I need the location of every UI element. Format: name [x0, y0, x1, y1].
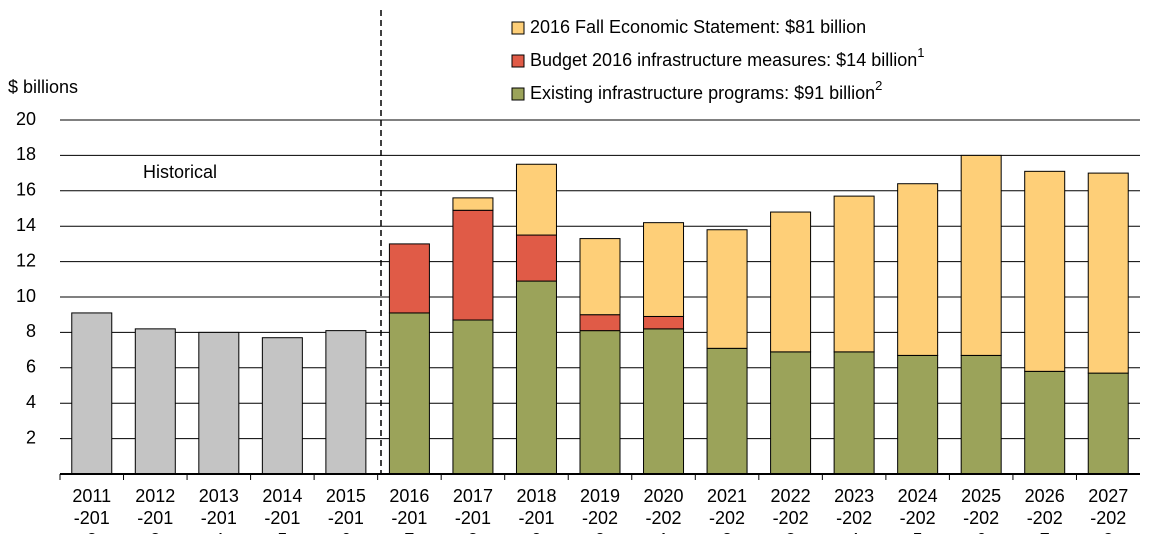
bar-segment — [960, 354, 1002, 475]
bar-segment — [770, 351, 812, 475]
bar-segment — [579, 238, 621, 316]
bar-segment — [1087, 372, 1129, 475]
legend-swatch — [511, 21, 525, 35]
bar-segment — [897, 183, 939, 356]
bar-segment — [1024, 370, 1066, 475]
bar-segment — [706, 347, 748, 475]
bar-segment — [388, 312, 430, 475]
bar-segment — [833, 195, 875, 353]
x-tick-label: 2023-2024 — [834, 486, 875, 534]
bar-segment — [134, 328, 176, 475]
x-tick-label: 2012-2013 — [135, 486, 176, 534]
legend-footnote: 2 — [875, 78, 882, 93]
y-tick-label: 16 — [16, 180, 36, 200]
bar-segment — [261, 337, 303, 475]
bar-segment — [643, 222, 685, 317]
bar-segment — [325, 330, 367, 475]
x-tick-label: 2027-2028 — [1088, 486, 1129, 534]
bar-segment — [579, 330, 621, 475]
bar-segment — [643, 315, 685, 330]
bar-segment — [897, 354, 939, 475]
bar-segment — [833, 351, 875, 475]
bar-segment — [198, 331, 240, 475]
legend-name: Existing infrastructure programs: $91 bi… — [530, 83, 875, 103]
bar-segment — [515, 163, 557, 236]
x-tick-label: 2015-2016 — [325, 486, 366, 534]
x-tick-label: 2025-2026 — [961, 486, 1002, 534]
bar-segment — [452, 197, 494, 211]
legend-swatch — [511, 87, 525, 101]
bar-segment — [452, 319, 494, 475]
bar-segment — [452, 209, 494, 321]
annotation: Historical — [143, 162, 217, 182]
bar-segment — [770, 211, 812, 353]
bar-segment — [960, 154, 1002, 356]
y-tick-label: 2 — [26, 427, 36, 447]
y-tick-label: 20 — [16, 109, 36, 129]
bar-segment — [388, 243, 430, 314]
legend-label: Budget 2016 infrastructure measures: $14… — [530, 45, 924, 69]
bar-segment — [643, 328, 685, 475]
bar-segment — [515, 280, 557, 475]
x-tick-label: 2021-2022 — [707, 486, 748, 534]
bar-segment — [71, 312, 113, 475]
bar-segment — [706, 229, 748, 349]
bar-segment — [515, 234, 557, 282]
x-tick-label: 2020-2021 — [643, 486, 684, 534]
x-tick-label: 2019-2020 — [579, 486, 621, 534]
y-axis-label: $ billions — [8, 77, 78, 97]
y-tick-label: 8 — [26, 321, 36, 341]
y-tick-label: 18 — [16, 144, 36, 164]
x-tick-label: 2011-2012 — [72, 486, 112, 534]
x-tick-label: 2013-2014 — [198, 486, 239, 534]
x-tick-label: 2024-2025 — [897, 486, 938, 534]
x-tick-label: 2014-2015 — [262, 486, 303, 534]
y-tick-label: 6 — [26, 357, 36, 377]
y-tick-label: 10 — [16, 286, 36, 306]
bar-segment — [579, 314, 621, 332]
y-tick-label: 14 — [16, 215, 36, 235]
x-tick-label: 2016-2017 — [389, 486, 430, 534]
legend-swatch — [511, 54, 525, 68]
x-tick-label: 2018-2019 — [516, 486, 557, 534]
legend-name: Budget 2016 infrastructure measures: $14… — [530, 50, 917, 70]
y-tick-label: 4 — [26, 392, 36, 412]
legend-footnote: 1 — [917, 45, 924, 60]
bar-segment — [1087, 172, 1129, 374]
legend-label: 2016 Fall Economic Statement: $81 billio… — [530, 17, 866, 37]
x-tick-label: 2022-2023 — [770, 486, 811, 534]
legend-label: Existing infrastructure programs: $91 bi… — [530, 78, 882, 102]
legend-name: 2016 Fall Economic Statement: $81 billio… — [530, 17, 866, 37]
x-tick-label: 2026-2027 — [1024, 486, 1065, 534]
bar-segment — [1024, 170, 1066, 372]
y-tick-label: 12 — [16, 250, 36, 270]
x-tick-label: 2017-2018 — [452, 486, 493, 534]
